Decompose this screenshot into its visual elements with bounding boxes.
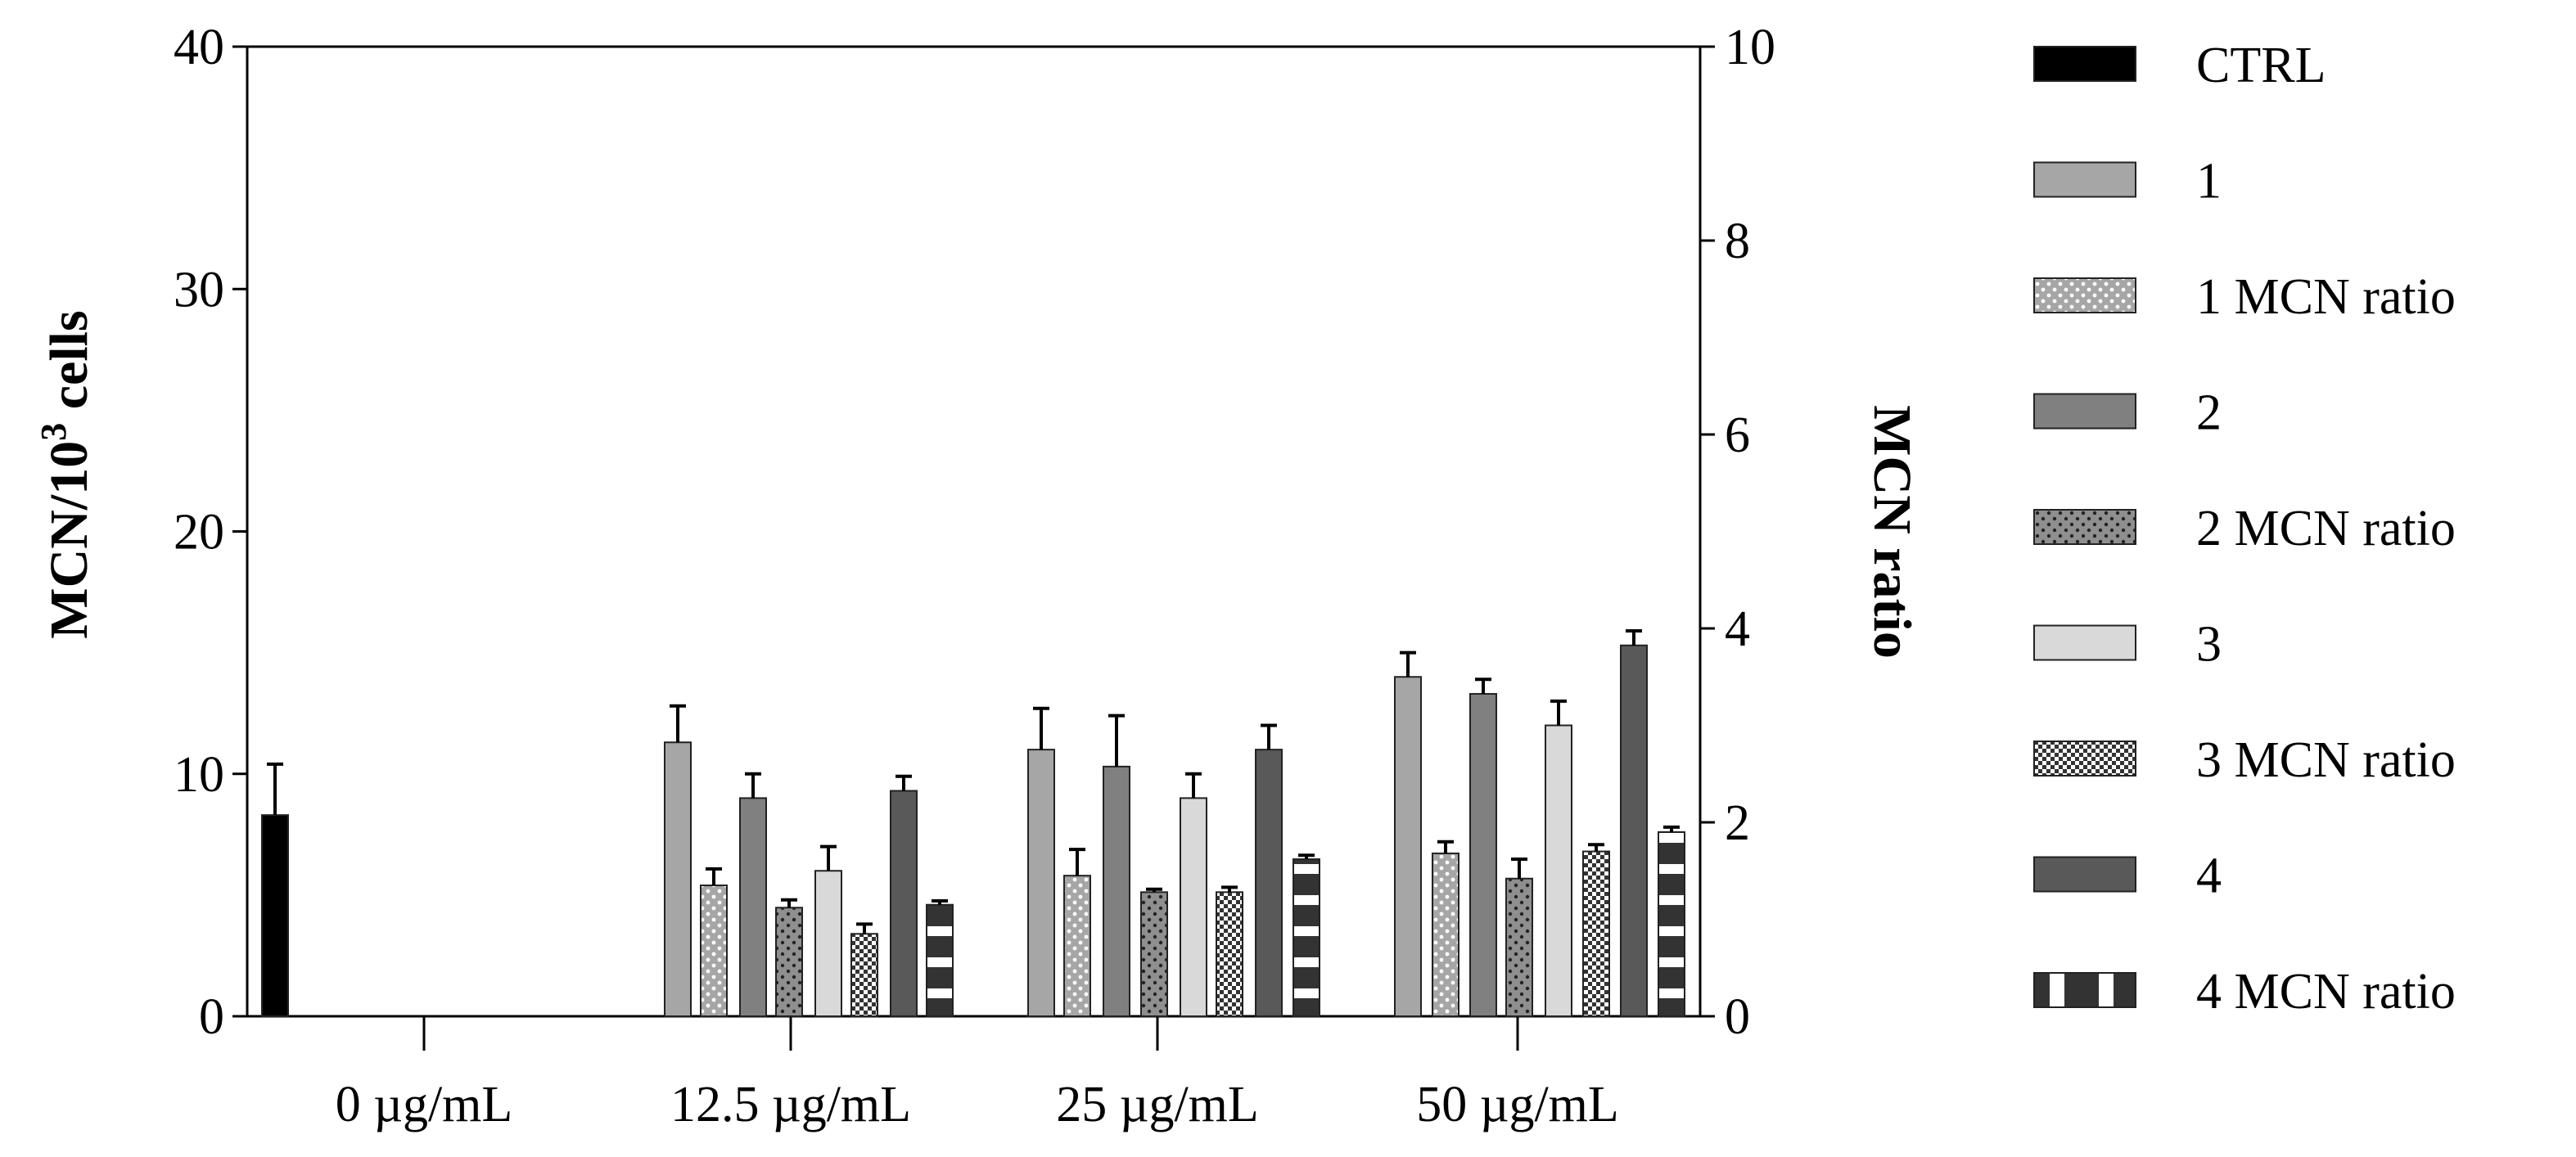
x-axis: 0 µg/mL 12.5 µg/mL 25 µg/mL 50 µg/mL bbox=[336, 1016, 1619, 1132]
bars bbox=[261, 644, 1685, 1018]
bar-1-mcn-ratio-50-g-ml bbox=[1432, 852, 1459, 1018]
bar-4-mcn-ratio-12-5-g-ml bbox=[926, 903, 954, 1017]
x-category-label: 0 µg/mL bbox=[336, 1077, 513, 1132]
left-tick-label: 20 bbox=[174, 505, 224, 560]
legend-label-2: 2 bbox=[2196, 385, 2222, 441]
bar-1-12-5-g-ml bbox=[664, 741, 692, 1017]
x-category-label: 12.5 µg/mL bbox=[670, 1077, 911, 1132]
error-bars bbox=[267, 628, 1680, 934]
left-tick-label: 30 bbox=[174, 262, 224, 317]
legend-swatch-ctrl bbox=[2033, 46, 2136, 82]
legend-swatch-4-mcn-ratio bbox=[2033, 972, 2136, 1008]
legend-swatch-3 bbox=[2033, 624, 2136, 661]
legend-label-4-mcn-ratio: 4 MCN ratio bbox=[2196, 964, 2456, 1020]
legend-swatch-1-mcn-ratio bbox=[2033, 277, 2136, 313]
legend-label-1-mcn-ratio: 1 MCN ratio bbox=[2196, 269, 2456, 325]
bar-3-12-5-g-ml bbox=[814, 870, 842, 1017]
legend-label-1: 1 bbox=[2196, 154, 2222, 209]
right-tick-label: 6 bbox=[1725, 407, 1750, 463]
bar-1-mcn-ratio-12-5-g-ml bbox=[700, 885, 728, 1018]
legend-label-3-mcn-ratio: 3 MCN ratio bbox=[2196, 732, 2456, 788]
bar-1-mcn-ratio-25-g-ml bbox=[1063, 875, 1091, 1018]
right-axis: 0 2 4 6 8 10 bbox=[1700, 20, 1775, 1045]
bar-4-50-g-ml bbox=[1620, 644, 1648, 1017]
legend-swatch-4 bbox=[2033, 856, 2136, 893]
legend-swatch-2 bbox=[2033, 393, 2136, 430]
x-category-label: 25 µg/mL bbox=[1056, 1077, 1259, 1132]
bar-1-50-g-ml bbox=[1394, 676, 1422, 1017]
left-axis-title: MCN/103 cells bbox=[34, 310, 99, 638]
legend-swatch-1 bbox=[2033, 161, 2136, 198]
bar-2-mcn-ratio-50-g-ml bbox=[1505, 877, 1533, 1017]
right-tick-label: 8 bbox=[1725, 214, 1750, 269]
bar-2-mcn-ratio-25-g-ml bbox=[1140, 891, 1168, 1017]
bar-1-25-g-ml bbox=[1027, 749, 1055, 1017]
bar-3-mcn-ratio-50-g-ml bbox=[1582, 850, 1610, 1018]
legend-label-3: 3 bbox=[2196, 617, 2222, 673]
right-tick-label: 0 bbox=[1725, 989, 1750, 1045]
bar-2-50-g-ml bbox=[1469, 692, 1497, 1017]
bar-ctrl-0-g-ml bbox=[261, 814, 289, 1017]
bar-4-mcn-ratio-50-g-ml bbox=[1658, 831, 1685, 1017]
legend-label-ctrl: CTRL bbox=[2196, 38, 2326, 93]
bar-4-mcn-ratio-25-g-ml bbox=[1293, 858, 1320, 1018]
legend-label-4: 4 bbox=[2196, 849, 2222, 904]
right-tick-label: 2 bbox=[1725, 795, 1750, 851]
bar-4-12-5-g-ml bbox=[890, 790, 918, 1017]
right-tick-label: 4 bbox=[1725, 601, 1750, 657]
bar-2-25-g-ml bbox=[1103, 765, 1130, 1017]
x-category-label: 50 µg/mL bbox=[1416, 1077, 1619, 1132]
right-axis-title: MCN ratio bbox=[1862, 405, 1922, 659]
legend-label-2-mcn-ratio: 2 MCN ratio bbox=[2196, 501, 2456, 556]
right-tick-label: 10 bbox=[1725, 20, 1775, 75]
left-tick-label: 10 bbox=[174, 747, 224, 803]
bar-4-25-g-ml bbox=[1255, 749, 1283, 1017]
bar-2-12-5-g-ml bbox=[739, 797, 767, 1017]
left-tick-label: 40 bbox=[174, 20, 224, 75]
bar-2-mcn-ratio-12-5-g-ml bbox=[775, 907, 803, 1018]
left-tick-label: 0 bbox=[199, 989, 224, 1045]
legend-swatch-3-mcn-ratio bbox=[2033, 741, 2136, 777]
bar-3-mcn-ratio-12-5-g-ml bbox=[850, 933, 878, 1018]
bar-3-50-g-ml bbox=[1545, 724, 1572, 1017]
left-axis: 0 10 20 30 40 bbox=[174, 20, 247, 1045]
bar-3-mcn-ratio-25-g-ml bbox=[1216, 891, 1243, 1017]
legend-swatch-2-mcn-ratio bbox=[2033, 509, 2136, 545]
legend: CTRL 1 1 MCN ratio 2 2 MCN ratio 3 3 MCN ratio… bbox=[2033, 38, 2456, 1020]
bar-3-25-g-ml bbox=[1180, 797, 1207, 1017]
